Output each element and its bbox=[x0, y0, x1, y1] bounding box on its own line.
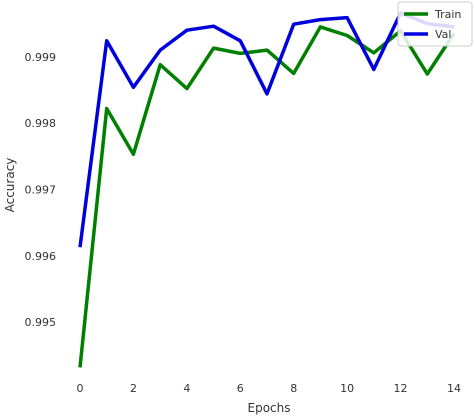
legend-train-label: Train bbox=[434, 8, 461, 21]
x-axis-ticks: 0 2 4 6 8 10 12 14 bbox=[77, 382, 461, 395]
x-tick-label: 2 bbox=[130, 382, 137, 395]
x-tick-label: 0 bbox=[77, 382, 84, 395]
x-tick-label: 14 bbox=[447, 382, 461, 395]
y-axis-label: Accuracy bbox=[3, 158, 17, 213]
x-axis-label: Epochs bbox=[248, 401, 291, 415]
series-lines bbox=[78, 11, 456, 368]
x-tick-label: 12 bbox=[394, 382, 408, 395]
x-tick-label: 8 bbox=[290, 382, 297, 395]
legend-val-label: Val bbox=[435, 28, 451, 41]
x-tick-label: 6 bbox=[237, 382, 244, 395]
x-tick-label: 10 bbox=[340, 382, 354, 395]
legend: Train Val bbox=[397, 1, 473, 47]
y-tick-label: 0.998 bbox=[25, 117, 57, 130]
x-tick-label: 4 bbox=[183, 382, 190, 395]
y-axis-ticks: 0.995 0.996 0.997 0.998 0.999 bbox=[25, 51, 57, 329]
series-line-train bbox=[78, 25, 456, 368]
series-line-val bbox=[78, 11, 455, 248]
y-tick-label: 0.997 bbox=[25, 183, 57, 196]
y-tick-label: 0.995 bbox=[25, 316, 57, 329]
y-tick-label: 0.999 bbox=[25, 51, 57, 64]
y-tick-label: 0.996 bbox=[25, 250, 57, 263]
